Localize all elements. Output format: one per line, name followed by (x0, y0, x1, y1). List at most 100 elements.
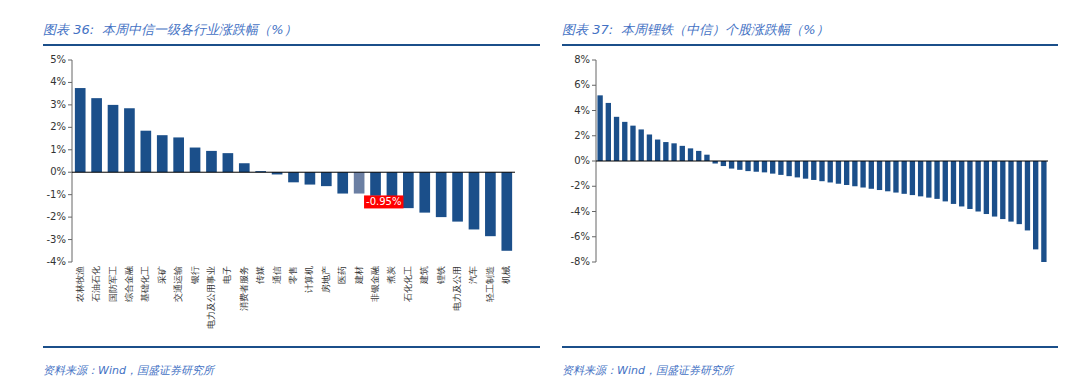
y-tick (68, 217, 72, 218)
bar (614, 117, 619, 161)
y-tick (68, 149, 72, 150)
y-tick (68, 239, 72, 240)
y-tick-label: 0% (574, 155, 590, 166)
bar (762, 161, 767, 172)
bar (75, 88, 86, 172)
bar (943, 161, 948, 201)
y-tick-label: -1% (47, 189, 66, 200)
y-tick-label: 6% (574, 79, 590, 90)
y-tick (592, 110, 596, 111)
y-tick-label: 5% (50, 54, 66, 65)
x-tick-label: 煮炭 (386, 266, 396, 284)
bar (852, 161, 857, 186)
bar (354, 172, 365, 193)
bar (992, 161, 997, 217)
bar (984, 161, 989, 214)
y-tick-label: -2% (47, 211, 66, 222)
bar (403, 172, 414, 208)
bar (1017, 161, 1022, 224)
bar (469, 172, 480, 229)
bar (795, 161, 800, 177)
bar (860, 161, 865, 188)
y-tick (68, 82, 72, 83)
x-tick-label: 计算机 (304, 266, 314, 293)
y-tick (592, 60, 596, 61)
figure: 图表 36: 本周中信一级各行业涨跌幅（%）-4%-3%-2%-1%0%1%2%… (0, 0, 1080, 392)
x-tick-label: 消费者服务 (239, 266, 249, 311)
bar (754, 161, 759, 172)
bar (836, 161, 841, 184)
chart-panel: 图表 36: 本周中信一级各行业涨跌幅（%）-4%-3%-2%-1%0%1%2%… (43, 22, 540, 377)
y-tick (592, 161, 596, 162)
bar (1008, 161, 1013, 222)
x-tick-label: 银行 (190, 266, 200, 285)
x-tick-label: 通信 (272, 266, 282, 284)
bar (926, 161, 931, 198)
bar (704, 155, 709, 161)
y-tick-label: -8% (571, 256, 590, 267)
bar (1041, 161, 1046, 262)
bar (436, 172, 447, 217)
x-tick-label: 轻工制造 (485, 266, 495, 302)
annotation: -0.95% (364, 195, 403, 208)
bar (910, 161, 915, 195)
bar (91, 98, 102, 172)
y-tick (592, 211, 596, 212)
bar (501, 172, 512, 251)
source-text: 资料来源：Wind，国盛证券研究所 (43, 364, 216, 377)
y-tick-label: -3% (47, 234, 66, 245)
y-tick (592, 186, 596, 187)
y-tick-label: 1% (50, 144, 66, 155)
x-tick-label: 农林牧渔 (75, 266, 85, 302)
bar (108, 105, 119, 172)
y-tick-label: 4% (50, 76, 66, 87)
bar (173, 137, 184, 172)
y-tick-label: 2% (574, 130, 590, 141)
bar (206, 151, 217, 172)
x-tick-label: 电子 (222, 266, 232, 284)
x-tick-label: 交通运输 (173, 266, 183, 302)
y-axis-line (72, 60, 73, 262)
bar (622, 122, 627, 161)
bar (959, 161, 964, 206)
y-tick-label: -4% (47, 256, 66, 267)
bar (141, 131, 152, 173)
bars (75, 88, 512, 251)
x-tick-label: 房地产 (321, 266, 331, 293)
source-text: 资料来源：Wind，国盛证券研究所 (562, 364, 735, 377)
x-tick-label: 国防军工 (108, 266, 118, 302)
y-tick (592, 262, 596, 263)
bar (452, 172, 463, 221)
bar (288, 172, 299, 182)
chart-title: 图表 37: 本周锂铁（中信）个股涨跌幅（%） (562, 22, 829, 37)
y-tick (592, 85, 596, 86)
bar (655, 140, 660, 161)
divider (43, 44, 540, 46)
x-tick-label: 建材 (354, 266, 364, 285)
y-tick (68, 104, 72, 105)
x-tick-label: 石化化工 (403, 266, 413, 302)
chart-panel: 图表 37: 本周锂铁（中信）个股涨跌幅（%）-8%-6%-4%-2%0%2%4… (562, 22, 1058, 377)
bar (688, 148, 693, 161)
y-tick (68, 60, 72, 61)
x-tick-label: 建筑 (419, 266, 429, 285)
x-tick-label: 机械 (501, 266, 511, 284)
bar (786, 161, 791, 176)
x-tick-label: 零售 (288, 266, 298, 284)
bar (828, 161, 833, 182)
x-tick-label: 石油石化 (91, 266, 101, 302)
bar (1033, 161, 1038, 249)
bar (902, 161, 907, 194)
bar (337, 172, 348, 193)
x-tick-label: 基础化工 (140, 266, 150, 302)
y-tick (592, 236, 596, 237)
bar (975, 161, 980, 212)
page: {"chart_data": [ {"type": "bar", "title"… (0, 0, 1080, 392)
bar (770, 161, 775, 174)
x-tick-label: 采矿 (157, 266, 167, 284)
bar (680, 146, 685, 161)
y-tick (592, 135, 596, 136)
y-tick-label: 4% (574, 105, 590, 116)
bar (597, 95, 602, 161)
annotation-text: -0.95% (366, 196, 401, 207)
